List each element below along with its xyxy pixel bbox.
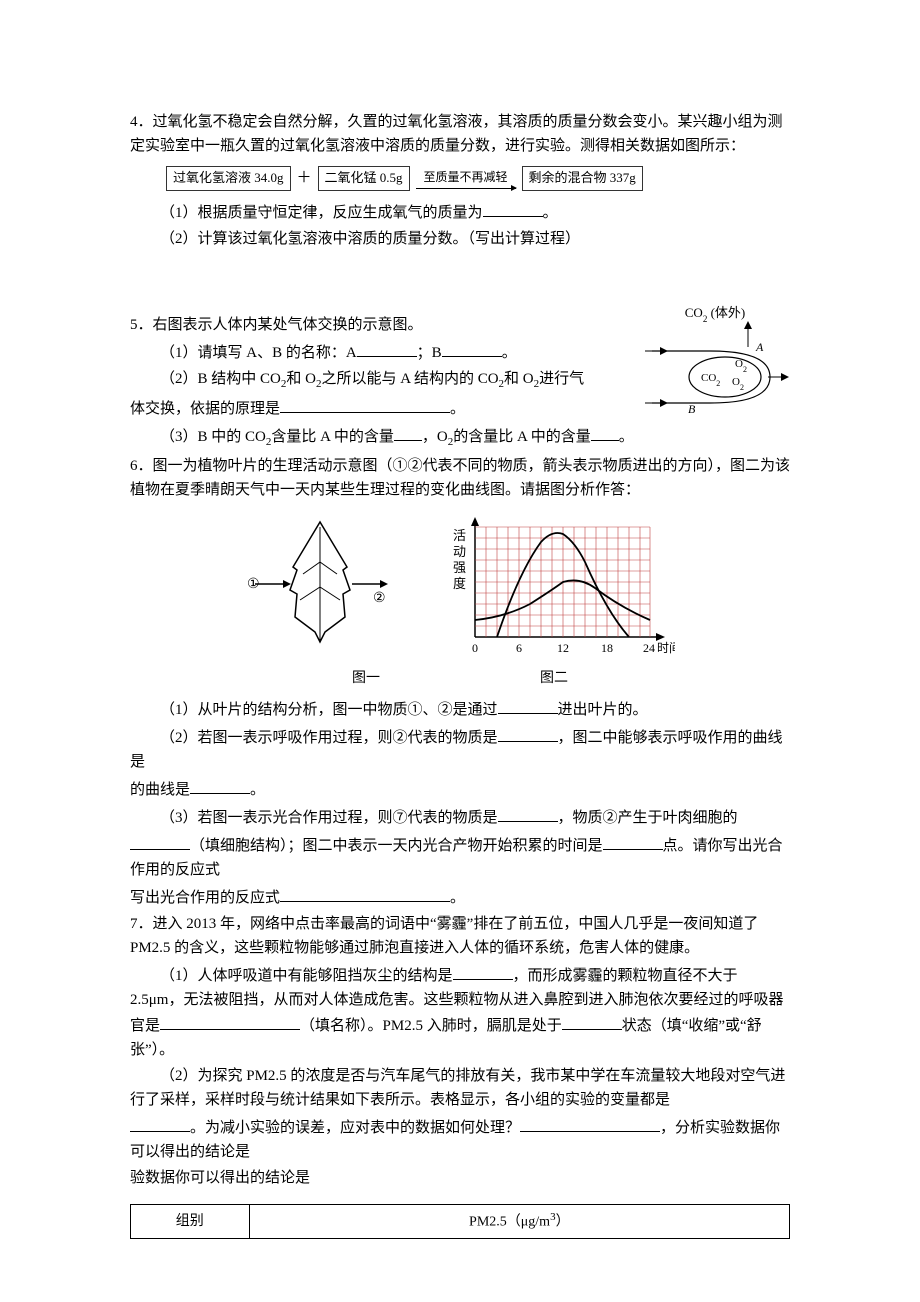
q4-sub1: （1）根据质量守恒定律，反应生成氧气的质量为 。 [130, 199, 790, 225]
q5-intro: 5．右图表示人体内某处气体交换的示意图。 [130, 313, 630, 337]
blank[interactable] [498, 696, 558, 714]
q4-sub2: （2）计算该过氧化氢溶液中溶质的质量分数。（写出计算过程） [130, 227, 790, 251]
blank[interactable] [562, 1012, 622, 1030]
caption-2: 图二 [540, 668, 568, 690]
svg-text:CO2: CO2 [701, 372, 720, 388]
t: 进出叶片的。 [558, 702, 648, 718]
caption-1: 图一 [352, 668, 380, 690]
blank[interactable] [520, 1114, 660, 1132]
t: ，物质②产生于叶肉细胞的 [558, 810, 738, 826]
blank[interactable] [591, 423, 619, 441]
q5-diagram: CO2 (体外) A B O2 CO2 O2 [640, 303, 790, 431]
period: 。 [543, 205, 558, 221]
q5-sub1: （1）请填写 A、B 的名称：A ；B 。 [130, 339, 630, 365]
svg-text:强: 强 [453, 560, 466, 575]
svg-text:时间: 时间 [657, 641, 675, 655]
period: 。 [502, 345, 517, 361]
question-5: CO2 (体外) A B O2 CO2 O2 5．右图表示人体内某处气体交换的示… [130, 313, 790, 452]
t: （1）从叶片的结构分析，图一中物质①、②是通过 [160, 702, 498, 718]
svg-text:6: 6 [516, 641, 522, 655]
q7-sub2c: 验数据你可以得出的结论是 [130, 1166, 790, 1190]
q6-sub3c: 写出光合作用的反应式。 [130, 884, 790, 910]
q6-figures: ① ② 活 动 强 度 [130, 512, 790, 662]
blank[interactable] [130, 1114, 190, 1132]
pm25-table: 组别 PM2.5（μg/m3） [130, 1204, 790, 1239]
t: （1）请填写 A、B 的名称：A [160, 345, 357, 361]
q5-sub2-a: （2）B 结构中 CO2和 O2之所以能与 A 结构内的 CO2和 O2进行气 [130, 367, 630, 394]
q7-sub2a: （2）为探究 PM2.5 的浓度是否与汽车尾气的排放有关，我市某中学在车流量较大… [130, 1064, 790, 1112]
blank[interactable] [357, 339, 417, 357]
t: （2）若图一表示呼吸作用过程，则②代表的物质是 [160, 730, 498, 746]
svg-text:动: 动 [453, 544, 466, 559]
blank[interactable] [498, 804, 558, 822]
question-4: 4．过氧化氢不稳定会自然分解，久置的过氧化氢溶液，其溶质的质量分数会变小。某兴趣… [130, 110, 790, 251]
svg-text:B: B [688, 402, 696, 416]
blank[interactable] [498, 724, 558, 742]
activity-chart: 活 动 强 度 0 6 12 18 24 时间 [445, 512, 675, 662]
t: （2）为探究 PM2.5 的浓度是否与汽车尾气的排放有关，我市某中学在车流量较大… [130, 1068, 785, 1108]
reaction-equation: 过氧化氢溶液 34.0g ＋ 二氧化锰 0.5g 至质量不再减轻 剩余的混合物 … [166, 166, 790, 191]
arrow-text: 至质量不再减轻 [424, 168, 508, 187]
svg-text:②: ② [373, 591, 386, 606]
leaf-diagram: ① ② [245, 512, 395, 652]
blank[interactable] [483, 199, 543, 217]
q6-sub1: （1）从叶片的结构分析，图一中物质①、②是通过 进出叶片的。 [130, 696, 790, 722]
q6-sub3a: （3）若图一表示光合作用过程，则⑦代表的物质是 ，物质②产生于叶肉细胞的 [130, 804, 790, 830]
question-7: 7．进入 2013 年，网络中点击率最高的词语中“雾霾”排在了前五位，中国人几乎… [130, 912, 790, 1239]
blank[interactable] [442, 339, 502, 357]
blank[interactable] [190, 776, 250, 794]
table-header-1: 组别 [131, 1205, 250, 1239]
t: （填细胞结构）；图二中表示一天内光合产物开始积累的时间是 [190, 838, 603, 854]
blank[interactable] [280, 395, 450, 413]
reactant-box-1: 过氧化氢溶液 34.0g [166, 166, 291, 191]
reactant-box-2: 二氧化锰 0.5g [318, 166, 410, 191]
q7-sub1: （1）人体呼吸道中有能够阻挡灰尘的结构是，而形成雾霾的颗粒物直径不大于2.5μm… [130, 962, 790, 1062]
q6-sub3b: （填细胞结构）；图二中表示一天内光合产物开始积累的时间是点。请你写出光合作用的反… [130, 832, 790, 882]
q6-intro: 6．图一为植物叶片的生理活动示意图（①②代表不同的物质，箭头表示物质进出的方向）… [130, 454, 790, 502]
t: （填名称）。PM2.5 入肺时，膈肌是处于 [300, 1018, 562, 1034]
reaction-arrow: 至质量不再减轻 [416, 168, 516, 189]
svg-text:O2: O2 [732, 376, 744, 392]
blank[interactable] [453, 962, 513, 980]
svg-text:12: 12 [557, 641, 569, 655]
svg-text:度: 度 [453, 576, 466, 591]
blank[interactable] [394, 423, 422, 441]
svg-text:①: ① [247, 577, 260, 592]
t: ；B [417, 345, 442, 361]
blank[interactable] [160, 1012, 300, 1030]
svg-text:24: 24 [643, 641, 655, 655]
q6-sub2: （2）若图一表示呼吸作用过程，则②代表的物质是，图二中能够表示呼吸作用的曲线是 [130, 724, 790, 774]
svg-text:18: 18 [601, 641, 613, 655]
svg-text:活: 活 [453, 528, 466, 543]
svg-text:A: A [755, 340, 764, 354]
q7-sub2b: 。为减小实验的误差，应对表中的数据如何处理？，分析实验数据你可以得出的结论是 [130, 1114, 790, 1164]
svg-text:0: 0 [472, 641, 478, 655]
question-6: 6．图一为植物叶片的生理活动示意图（①②代表不同的物质，箭头表示物质进出的方向）… [130, 454, 790, 910]
q7-intro: 7．进入 2013 年，网络中点击率最高的词语中“雾霾”排在了前五位，中国人几乎… [130, 912, 790, 960]
blank[interactable] [603, 832, 663, 850]
blank[interactable] [130, 832, 190, 850]
figure-captions: 图一 图二 [130, 668, 790, 690]
q4-intro: 4．过氧化氢不稳定会自然分解，久置的过氧化氢溶液，其溶质的质量分数会变小。某兴趣… [130, 110, 790, 158]
plus-sign: ＋ [297, 166, 312, 190]
table-header-2: PM2.5（μg/m3） [249, 1205, 789, 1239]
blank[interactable] [280, 884, 450, 902]
q6-sub2b: 的曲线是。 [130, 776, 790, 802]
svg-text:CO2 (体外): CO2 (体外) [685, 305, 745, 324]
t: （3）若图一表示光合作用过程，则⑦代表的物质是 [160, 810, 498, 826]
table-row: 组别 PM2.5（μg/m3） [131, 1205, 790, 1239]
t: 。为减小实验的误差，应对表中的数据如何处理？ [190, 1120, 520, 1136]
q4-sub1-text: （1）根据质量守恒定律，反应生成氧气的质量为 [160, 205, 483, 221]
t: （1）人体呼吸道中有能够阻挡灰尘的结构是 [160, 968, 453, 984]
product-box: 剩余的混合物 337g [522, 166, 643, 191]
